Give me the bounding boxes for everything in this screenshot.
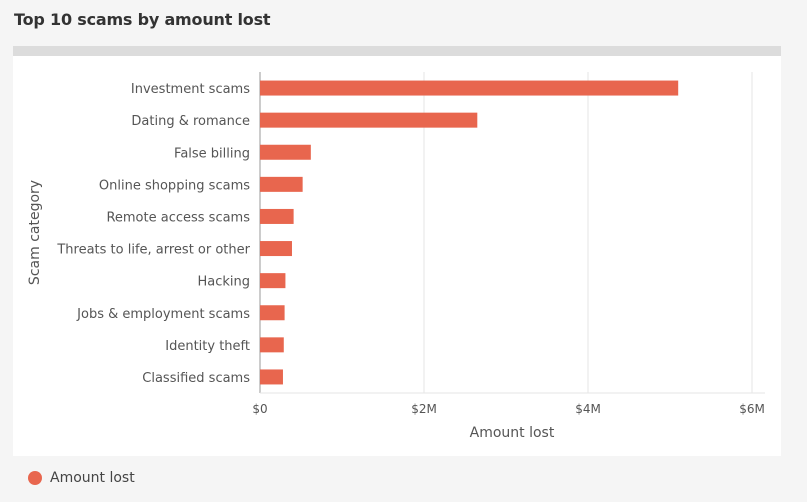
- bar: [260, 208, 294, 224]
- bar: [260, 80, 679, 96]
- x-tick-label: $4M: [575, 402, 601, 416]
- category-label: Hacking: [197, 275, 250, 290]
- x-tick-label: $2M: [411, 402, 437, 416]
- legend-label: Amount lost: [50, 470, 135, 486]
- bar: [260, 337, 284, 353]
- bar: [260, 305, 285, 321]
- bar: [260, 369, 283, 385]
- bar: [260, 176, 303, 192]
- x-tick-label: $6M: [739, 402, 765, 416]
- page-title: Top 10 scams by amount lost: [14, 10, 271, 29]
- category-label: Dating & romance: [131, 114, 250, 129]
- category-label: Online shopping scams: [99, 178, 250, 193]
- y-axis-title: Scam category: [27, 180, 43, 285]
- x-tick-label: $0: [252, 402, 267, 416]
- legend-swatch-icon: [28, 471, 42, 485]
- x-axis-title: Amount lost: [470, 425, 555, 441]
- bar: [260, 273, 286, 289]
- category-label: Classified scams: [142, 371, 250, 386]
- bar-chart: Investment scams Dating & romance False bi…: [27, 72, 765, 441]
- card-header-strip: [13, 46, 781, 56]
- category-label: Identity theft: [165, 339, 250, 354]
- category-label: Threats to life, arrest or other: [56, 243, 250, 258]
- legend[interactable]: Amount lost: [28, 470, 135, 486]
- category-label: Investment scams: [131, 82, 250, 97]
- bar: [260, 241, 292, 257]
- category-label: False billing: [174, 146, 250, 161]
- category-label: Remote access scams: [106, 210, 250, 225]
- bar: [260, 144, 311, 160]
- bar: [260, 112, 478, 128]
- chart-card: Investment scams Dating & romance False bi…: [13, 56, 781, 456]
- category-label: Jobs & employment scams: [76, 307, 250, 322]
